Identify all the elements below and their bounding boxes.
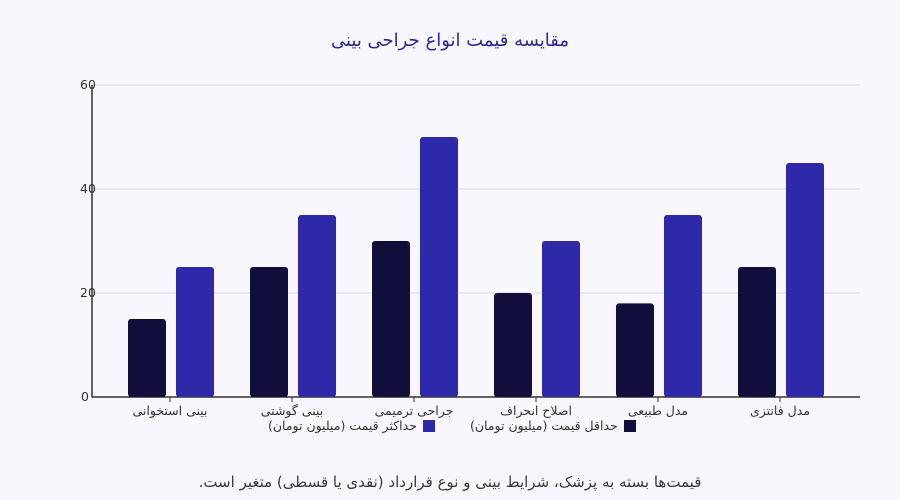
bar-max [420, 137, 458, 397]
bar-chart [91, 84, 860, 402]
bar-min [616, 303, 654, 397]
legend-swatch-max [422, 419, 435, 432]
bar-max [542, 241, 580, 397]
bar-min [494, 293, 532, 397]
legend-label-min: حداقل قیمت (میلیون تومان) [470, 418, 618, 433]
legend-swatch-min [623, 419, 636, 432]
y-tick-label: 40 [80, 181, 96, 196]
x-tick-label: جراحی ترمیمی [374, 403, 454, 418]
y-tick-label: 0 [81, 389, 89, 404]
bar-min [738, 267, 776, 397]
legend-label-max: حداکثر قیمت (میلیون تومان) [268, 418, 417, 433]
y-tick-label: 60 [80, 77, 96, 92]
footer-note: قیمت‌ها بسته به پزشک، شرایط بینی و نوع ق… [198, 473, 702, 491]
x-tick-label: بینی استخوانی [132, 403, 208, 418]
bar-min [128, 319, 166, 397]
x-tick-label: مدل طبیعی [627, 403, 689, 418]
y-tick-label: 20 [80, 285, 96, 300]
x-tick-label: بینی گوشتی [260, 403, 324, 418]
legend-item-max[interactable]: حداکثر قیمت (میلیون تومان) [268, 418, 435, 433]
legend-item-min[interactable]: حداقل قیمت (میلیون تومان) [470, 418, 636, 433]
bar-min [250, 267, 288, 397]
bar-max [298, 215, 336, 397]
bar-max [786, 163, 824, 397]
bar-max [664, 215, 702, 397]
x-tick-label: مدل فانتزی [749, 403, 811, 418]
chart-title: مقایسه قیمت انواع جراحی بینی [330, 30, 570, 51]
bar-max [176, 267, 214, 397]
x-tick-label: اصلاح انحراف [500, 403, 572, 418]
bar-min [372, 241, 410, 397]
